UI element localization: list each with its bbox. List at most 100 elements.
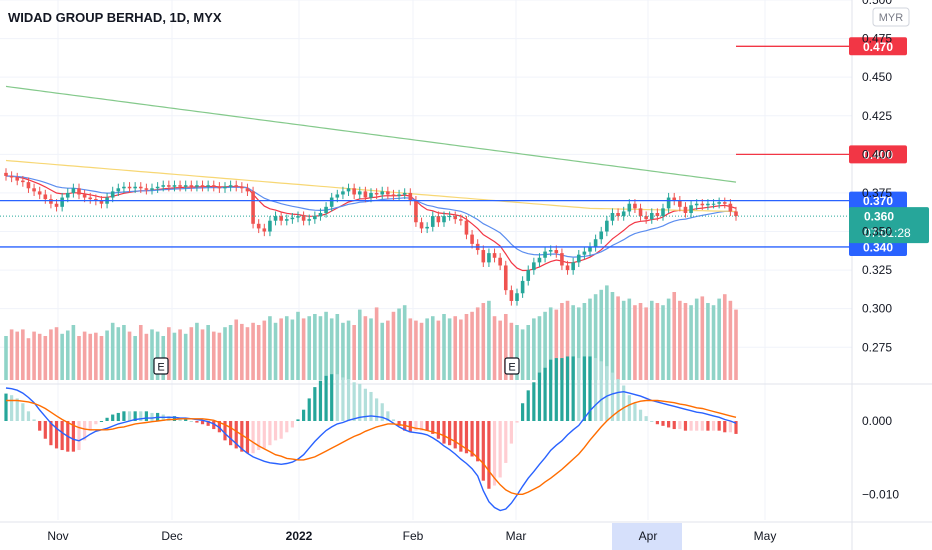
candle-body bbox=[560, 253, 564, 266]
candle-body bbox=[60, 197, 64, 207]
volume-bar bbox=[374, 307, 379, 380]
volume-bar bbox=[71, 325, 76, 380]
macd-histogram-bar bbox=[509, 421, 513, 444]
volume-bar bbox=[515, 325, 519, 380]
volume-bar bbox=[627, 298, 632, 380]
candle-body bbox=[565, 265, 570, 271]
price-tick-label-4: 0.400 bbox=[862, 147, 892, 161]
volume-bar bbox=[560, 303, 564, 380]
volume-bar bbox=[363, 316, 368, 380]
candle-body bbox=[543, 251, 547, 258]
volume-bar bbox=[313, 314, 317, 380]
price-level-label-3: 0.340 bbox=[863, 240, 893, 254]
candle-body bbox=[65, 192, 70, 198]
volume-bar bbox=[37, 333, 42, 380]
volume-bar bbox=[644, 307, 648, 380]
candle-body bbox=[498, 257, 502, 266]
volume-bar bbox=[464, 314, 469, 380]
volume-bar bbox=[593, 294, 598, 380]
macd-histogram-bar bbox=[352, 382, 356, 421]
volume-bar bbox=[211, 331, 216, 380]
volume-bar bbox=[138, 325, 143, 380]
volume-bar bbox=[402, 305, 407, 380]
macd-histogram-bar bbox=[700, 421, 704, 431]
volume-bar bbox=[43, 336, 48, 380]
volume-bar bbox=[150, 329, 154, 380]
time-tick-label-6: May bbox=[754, 529, 777, 543]
volume-bar bbox=[470, 311, 474, 380]
candle-body bbox=[240, 186, 244, 189]
volume-bar bbox=[9, 329, 14, 380]
macd-histogram-bar bbox=[127, 411, 132, 421]
volume-bar bbox=[206, 325, 210, 380]
candle-body bbox=[133, 186, 137, 189]
candle-body bbox=[279, 216, 283, 221]
volume-bar bbox=[110, 322, 115, 380]
macd-histogram-bar bbox=[83, 421, 87, 441]
candle-body bbox=[661, 208, 665, 217]
macd-histogram-bar bbox=[184, 419, 188, 421]
macd-histogram-bar bbox=[633, 403, 637, 421]
candle-body bbox=[672, 197, 677, 201]
volume-bar bbox=[672, 292, 677, 380]
macd-histogram-bar bbox=[10, 395, 14, 421]
candle-body bbox=[94, 199, 98, 201]
candle-body bbox=[548, 250, 553, 252]
candle-body bbox=[694, 203, 699, 206]
macd-histogram-bar bbox=[26, 411, 31, 421]
macd-histogram-bar bbox=[380, 403, 384, 421]
volume-bar bbox=[122, 325, 126, 380]
candle-body bbox=[453, 216, 458, 220]
volume-bar bbox=[700, 296, 705, 380]
macd-histogram-bar bbox=[644, 416, 648, 421]
volume-bar bbox=[728, 300, 733, 380]
volume-bar bbox=[329, 318, 334, 380]
macd-tick-label-0: 0.000 bbox=[862, 414, 892, 428]
candle-body bbox=[301, 216, 306, 221]
macd-histogram-bar bbox=[346, 379, 351, 421]
macd-histogram-bar bbox=[655, 421, 659, 425]
candle-body bbox=[88, 197, 93, 200]
macd-histogram-bar bbox=[38, 421, 42, 431]
volume-bar bbox=[183, 333, 188, 380]
candle-body bbox=[189, 185, 194, 187]
macd-histogram-bar bbox=[650, 421, 654, 422]
currency-box[interactable] bbox=[872, 7, 910, 27]
volume-bar bbox=[296, 311, 300, 380]
candle-body bbox=[195, 185, 199, 187]
time-tick-label-0: Nov bbox=[47, 529, 68, 543]
candle-body bbox=[582, 251, 587, 255]
macd-histogram-bar bbox=[577, 358, 581, 421]
volume-bar bbox=[26, 338, 31, 380]
macd-histogram-bar bbox=[594, 358, 598, 421]
macd-histogram-bar bbox=[616, 379, 620, 421]
candle-body bbox=[335, 194, 340, 198]
price-levels[interactable]: 0.470 0.400 0.370 0.340 0.360 07:01:28 bbox=[0, 37, 929, 256]
candle-body bbox=[700, 203, 705, 206]
volume-bar bbox=[492, 316, 497, 380]
candle-body bbox=[605, 220, 609, 232]
volume-bar bbox=[638, 303, 643, 380]
volume-bar bbox=[195, 322, 199, 380]
candle-body bbox=[167, 185, 171, 187]
macd-histogram-bar bbox=[285, 421, 289, 433]
volume-bar bbox=[144, 333, 149, 380]
candle-body bbox=[122, 186, 126, 189]
candle-body bbox=[369, 192, 373, 198]
volume-bar bbox=[82, 331, 87, 380]
macd-histogram-bar bbox=[257, 421, 261, 451]
candle-body bbox=[307, 219, 312, 221]
volume-bar bbox=[442, 314, 446, 380]
macd-histogram-bar bbox=[599, 361, 603, 421]
macd-histogram-bar bbox=[425, 421, 429, 431]
volume-bar bbox=[537, 316, 542, 380]
macd-histogram-bar bbox=[487, 421, 491, 489]
candle-body bbox=[515, 293, 519, 301]
volume-bar bbox=[4, 336, 8, 380]
macd-histogram-bar bbox=[167, 416, 171, 421]
candle-body bbox=[200, 185, 205, 187]
candle-body bbox=[554, 250, 559, 254]
volume-bar bbox=[610, 292, 615, 380]
price-level-label-1: 0.400 bbox=[863, 148, 893, 162]
